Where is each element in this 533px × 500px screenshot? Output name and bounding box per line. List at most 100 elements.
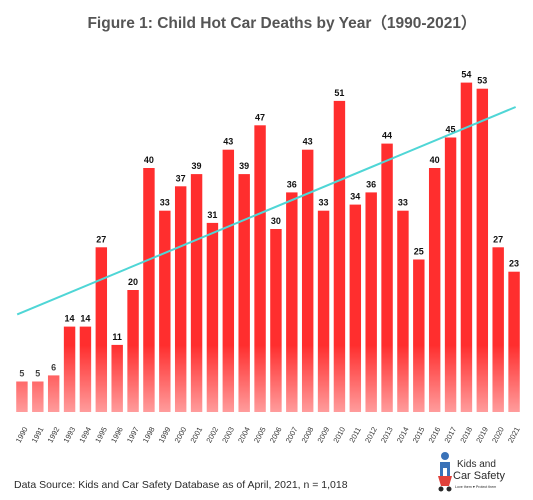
x-tick-1990: 1990 [14,425,30,444]
data-label-2014: 33 [398,198,408,208]
x-tick-1997: 1997 [125,425,141,444]
bar-2019 [476,88,489,412]
bar-2014 [397,210,409,412]
data-label-2017: 45 [446,125,456,135]
x-tick-2017: 2017 [442,425,458,444]
bar-2020 [492,247,504,412]
data-label-2021: 23 [509,259,519,269]
x-tick-2009: 2009 [315,425,331,444]
data-label-1999: 33 [160,198,170,208]
bars-layer [16,82,520,413]
bar-2018 [460,82,473,412]
x-tick-2006: 2006 [268,425,284,444]
data-label-2015: 25 [414,247,424,257]
bar-2013 [381,143,393,412]
bar-2017 [444,137,457,412]
bar-2021 [508,271,520,412]
data-label-2001: 39 [192,161,202,171]
data-label-2002: 31 [207,210,217,220]
x-tick-1993: 1993 [61,425,77,444]
trendline [16,106,517,316]
x-tick-2015: 2015 [411,425,427,444]
bar-2000 [174,186,187,412]
data-label-2020: 27 [493,234,503,244]
x-tick-1998: 1998 [141,425,157,444]
bar-2010 [333,100,346,413]
x-tick-2012: 2012 [363,425,379,444]
bar-2007 [286,192,298,412]
bar-2001 [190,174,203,412]
data-labels: 5561414271120403337393143394730364333513… [19,70,519,379]
data-label-2013: 44 [382,131,392,141]
data-label-2006: 30 [271,216,281,226]
x-tick-2003: 2003 [220,425,236,444]
data-label-2019: 53 [477,76,487,86]
x-tick-2005: 2005 [252,425,268,444]
logo-line-2: Car Safety [453,470,505,482]
x-tick-2016: 2016 [427,425,443,444]
bar-1998 [143,168,155,412]
bar-2015 [413,259,425,412]
x-tick-2011: 2011 [347,426,363,444]
bar-2011 [349,204,362,412]
x-tick-1995: 1995 [93,425,109,444]
x-tick-1991: 1991 [30,425,46,444]
data-source-note: Data Source: Kids and Car Safety Databas… [14,479,348,491]
logo-line-1: Kids and [457,459,496,470]
kids-and-car-safety-logo: Kids and Car Safety Love them ♥ Protect … [438,452,505,492]
x-tick-1996: 1996 [109,425,125,444]
x-tick-2020: 2020 [490,425,506,444]
x-tick-1994: 1994 [77,425,93,444]
bar-2009 [317,210,330,412]
bar-2016 [428,168,441,412]
x-tick-2021: 2021 [506,425,522,444]
data-label-1994: 14 [80,314,90,324]
x-tick-2014: 2014 [395,425,411,444]
data-label-2011: 34 [350,192,360,202]
x-tick-2004: 2004 [236,425,252,444]
data-label-2016: 40 [430,155,440,165]
bar-2003 [222,149,235,412]
x-tick-2000: 2000 [173,425,189,444]
logo-tagline: Love them ♥ Protect them [455,485,496,489]
x-tick-2019: 2019 [474,425,490,444]
x-tick-2010: 2010 [331,425,347,444]
data-label-2018: 54 [461,70,471,80]
x-tick-2018: 2018 [458,425,474,444]
x-tick-1992: 1992 [46,425,62,444]
data-label-2000: 37 [176,173,186,183]
data-label-2004: 39 [239,161,249,171]
child-figure-icon [438,452,452,492]
bar-1995 [95,247,108,412]
x-tick-labels: 1990 1991 1992 1993 1994 1995 1996 1997 1998 1999… [14,425,522,444]
bar-2006 [270,229,282,412]
bar-2004 [238,174,250,412]
bar-chart: Figure 1: Child Hot Car Deaths by Year（1… [0,14,533,444]
data-label-2005: 47 [255,112,265,122]
data-label-2003: 43 [223,137,233,147]
data-label-1995: 27 [96,234,106,244]
data-label-1998: 40 [144,155,154,165]
data-label-2012: 36 [366,179,376,189]
x-tick-2008: 2008 [300,425,316,444]
data-label-2007: 36 [287,179,297,189]
x-tick-2007: 2007 [284,425,300,444]
data-label-1997: 20 [128,277,138,287]
data-label-2009: 33 [319,198,329,208]
x-tick-2013: 2013 [379,425,395,444]
bar-1999 [159,210,171,412]
bar-2005 [254,125,266,413]
data-label-1996: 11 [112,332,122,342]
data-label-1993: 14 [65,314,75,324]
x-tick-2002: 2002 [204,425,220,444]
bar-2002 [206,222,219,412]
bar-2008 [301,149,314,412]
x-tick-1999: 1999 [157,425,173,444]
floor-fade [0,345,533,415]
data-label-2010: 51 [334,88,344,98]
chart-title: Figure 1: Child Hot Car Deaths by Year（1… [87,14,476,32]
x-tick-2001: 2001 [188,425,204,444]
data-label-2008: 43 [303,137,313,147]
bar-2012 [365,192,377,412]
